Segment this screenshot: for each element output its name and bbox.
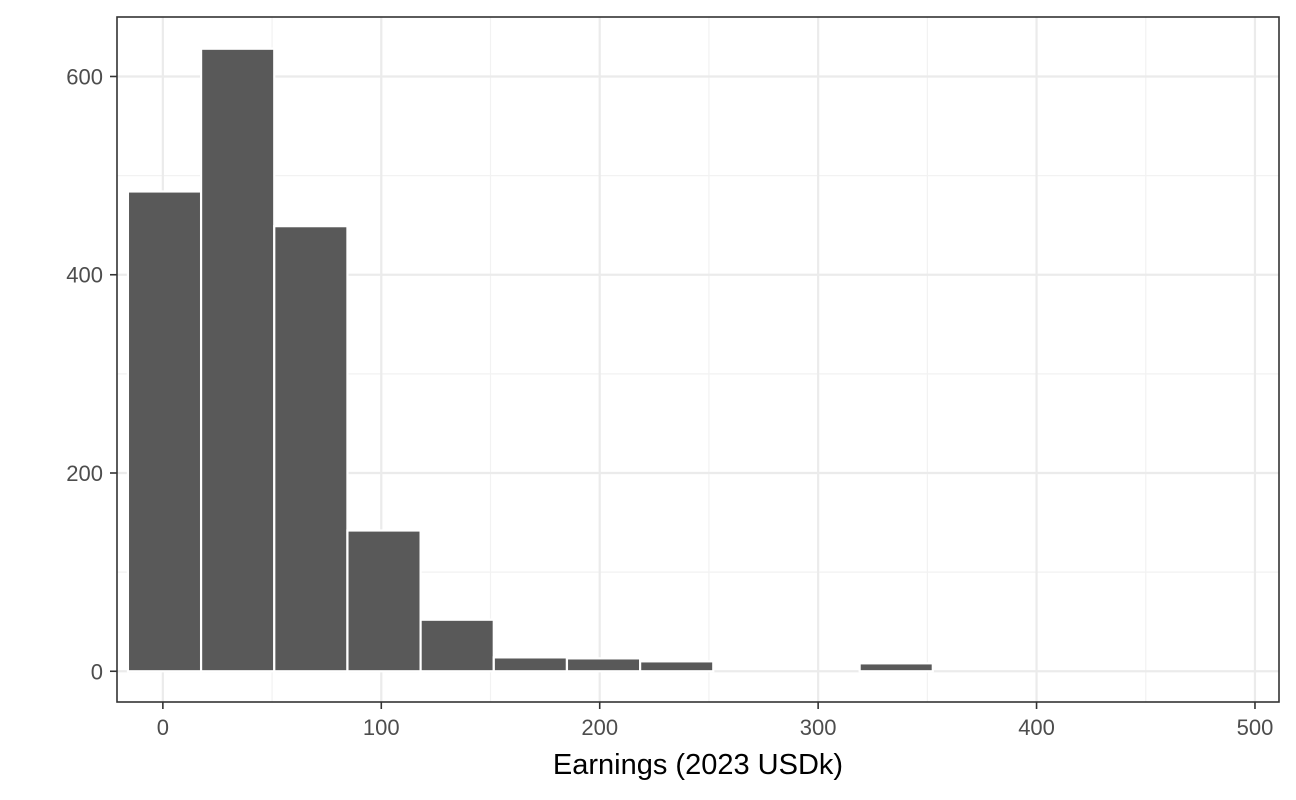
histogram-bar xyxy=(639,660,715,673)
panel-border xyxy=(116,16,1280,703)
histogram-bar xyxy=(199,47,276,673)
x-tick-label: 200 xyxy=(581,715,618,740)
x-tick-label: 400 xyxy=(1018,715,1055,740)
histogram-bar xyxy=(565,657,642,673)
axis-ticks xyxy=(110,75,1256,709)
histogram-bar xyxy=(273,225,349,673)
y-axis-tick-labels: 0 200 400 600 xyxy=(66,64,103,684)
x-axis-title: Earnings (2023 USDk) xyxy=(553,749,843,781)
histogram-bar xyxy=(126,190,203,673)
histogram-bar xyxy=(419,618,495,673)
histogram-bar xyxy=(492,656,569,673)
y-tick-label: 200 xyxy=(66,461,103,486)
histogram-bar xyxy=(858,662,934,673)
x-tick-label: 500 xyxy=(1237,715,1274,740)
x-tick-label: 300 xyxy=(800,715,837,740)
x-tick-label: 100 xyxy=(363,715,400,740)
x-axis-tick-labels: 0 100 200 300 400 500 xyxy=(157,715,1274,740)
histogram-bar xyxy=(346,529,422,673)
x-tick-label: 0 xyxy=(157,715,169,740)
y-tick-label: 0 xyxy=(91,659,103,684)
y-tick-label: 600 xyxy=(66,64,103,89)
histogram-bars xyxy=(126,47,934,673)
y-tick-label: 400 xyxy=(66,263,103,288)
